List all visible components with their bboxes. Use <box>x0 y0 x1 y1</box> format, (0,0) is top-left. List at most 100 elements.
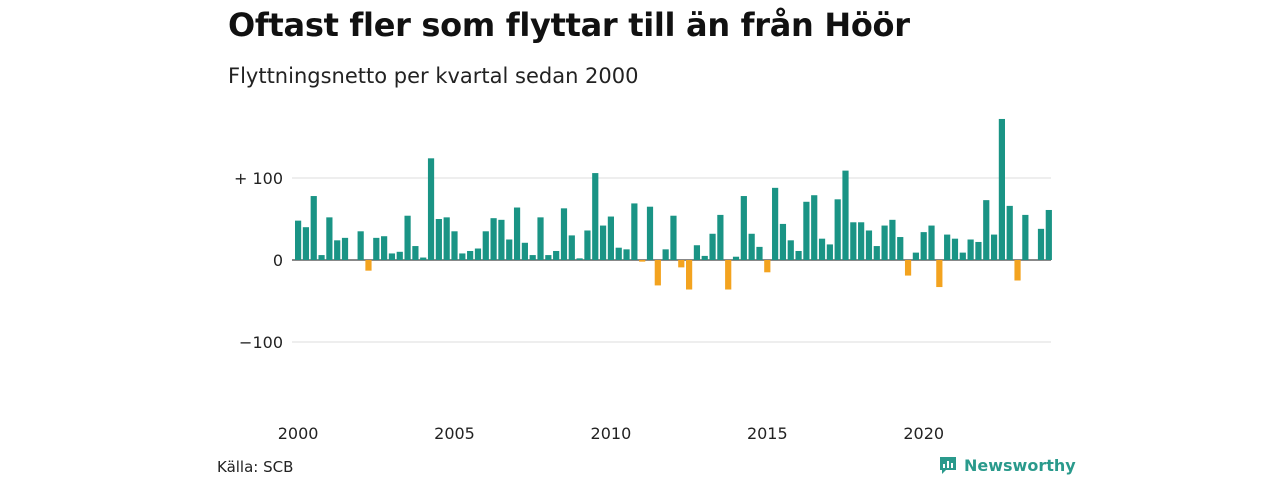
bar <box>826 244 833 260</box>
bar <box>990 234 998 260</box>
bar <box>576 258 583 260</box>
bar <box>646 206 654 260</box>
bar <box>850 222 857 260</box>
bar <box>670 215 677 260</box>
bar <box>639 260 646 262</box>
bar <box>967 239 974 260</box>
bar <box>654 260 661 286</box>
bar <box>858 222 865 260</box>
bar <box>936 260 943 288</box>
y-tick-label: 0 <box>273 251 283 270</box>
bar <box>498 219 505 260</box>
bar <box>459 253 466 260</box>
bar <box>834 199 841 260</box>
source-note: Källa: SCB <box>217 458 294 476</box>
y-axis-labels: + 100 0 −100 <box>234 169 283 352</box>
bar <box>678 260 685 268</box>
bar <box>373 237 380 260</box>
brand-logo[interactable]: Newsworthy <box>938 455 1076 475</box>
x-axis-labels: 2000 2005 2010 2015 2020 <box>278 424 944 443</box>
bar <box>529 255 536 260</box>
bar <box>1037 228 1045 260</box>
bar <box>404 215 411 260</box>
brand-name: Newsworthy <box>964 455 1076 475</box>
bar <box>983 200 990 260</box>
bar <box>545 255 552 260</box>
bar <box>482 231 489 260</box>
bar <box>521 242 528 260</box>
bar <box>897 237 904 260</box>
bar <box>560 208 568 260</box>
bar <box>920 232 927 260</box>
bar <box>490 218 497 260</box>
bar <box>1014 260 1021 281</box>
bar <box>795 250 802 260</box>
bar <box>506 239 513 260</box>
bar <box>779 223 787 260</box>
bar <box>873 246 880 260</box>
bar <box>427 158 435 260</box>
y-tick-label: −100 <box>239 333 283 352</box>
bar <box>717 214 724 260</box>
bar <box>803 201 810 260</box>
bar <box>1022 214 1029 260</box>
bar <box>662 249 669 260</box>
chart-subtitle: Flyttningsnetto per kvartal sedan 2000 <box>228 64 639 88</box>
bar <box>295 220 302 260</box>
bar <box>326 217 333 260</box>
bar <box>998 118 1005 261</box>
bar <box>513 207 521 260</box>
x-tick-label: 2020 <box>903 424 944 443</box>
bar <box>959 252 966 260</box>
chart-title: Oftast fler som flyttar till än från Höö… <box>228 6 910 44</box>
bar <box>302 227 310 260</box>
bar <box>474 248 482 260</box>
bar <box>568 235 575 260</box>
bar <box>420 257 427 260</box>
x-tick-label: 2000 <box>278 424 319 443</box>
bar <box>889 219 896 260</box>
bar <box>537 217 544 260</box>
bar <box>631 203 638 260</box>
bar <box>764 260 771 273</box>
bar <box>1045 209 1052 260</box>
bar <box>944 234 951 260</box>
y-tick-label: + 100 <box>234 169 283 188</box>
bars <box>295 118 1052 290</box>
bar <box>818 238 826 260</box>
bar <box>842 170 849 260</box>
bar <box>912 252 919 260</box>
x-tick-label: 2005 <box>434 424 475 443</box>
bar <box>686 260 693 290</box>
bar <box>693 245 701 260</box>
bar <box>435 219 442 260</box>
bar <box>396 251 403 260</box>
bar <box>623 249 630 260</box>
newsworthy-logo-icon <box>940 457 956 474</box>
x-tick-label: 2015 <box>747 424 788 443</box>
bar <box>443 217 450 260</box>
bar <box>357 231 364 260</box>
bar <box>975 241 982 260</box>
bar <box>553 250 560 260</box>
bar <box>772 187 779 260</box>
bar <box>904 260 912 276</box>
bar <box>748 233 755 260</box>
bar <box>811 195 818 260</box>
bar <box>412 246 419 260</box>
bar <box>951 238 959 260</box>
x-tick-label: 2010 <box>591 424 632 443</box>
bar <box>740 196 747 260</box>
bar <box>607 216 614 260</box>
bar <box>467 250 474 260</box>
bar <box>725 260 732 290</box>
bar <box>732 256 740 260</box>
bar <box>310 196 317 260</box>
bar <box>388 253 396 260</box>
bar <box>584 230 591 260</box>
bar <box>318 255 325 260</box>
bar <box>756 246 763 260</box>
bar <box>334 240 341 260</box>
bar <box>615 247 622 260</box>
